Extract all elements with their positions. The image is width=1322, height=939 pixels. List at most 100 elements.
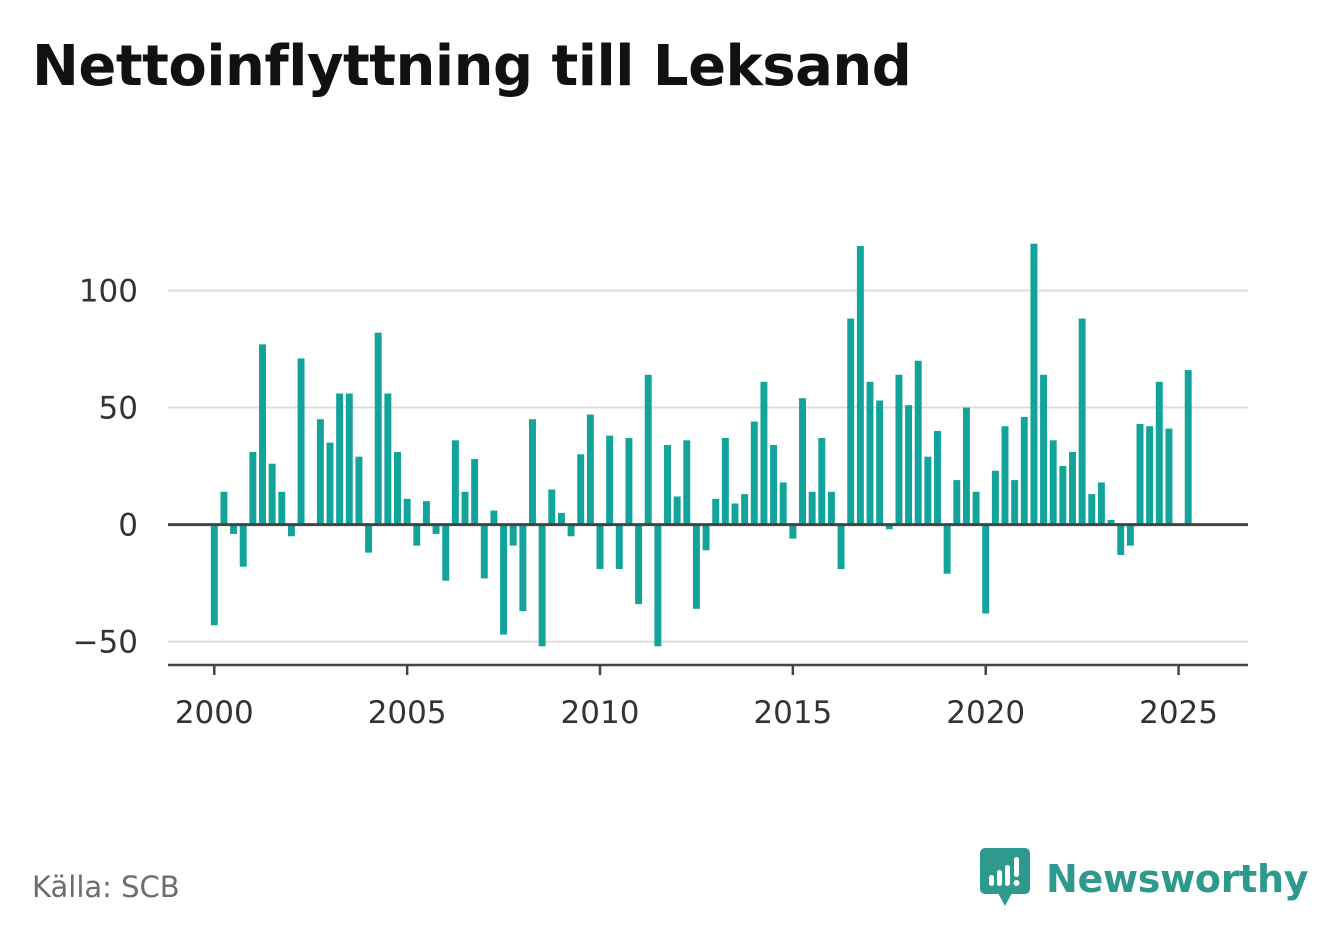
bar-2017-Q4 [895, 374, 903, 525]
y-tick-label: 50 [99, 391, 138, 427]
source-credit: Källa: SCB [32, 870, 180, 904]
bar-2020-Q4 [1011, 480, 1019, 525]
bar-2004-Q4 [394, 452, 401, 525]
bar-2013-Q3 [731, 503, 739, 525]
bar-2024-Q4 [1165, 428, 1173, 525]
bar-2005-Q1 [403, 498, 411, 525]
x-tick-label: 2015 [753, 695, 832, 731]
bar-2001-Q1 [249, 452, 257, 525]
bar-series [210, 243, 1192, 647]
bar-2003-Q2 [336, 393, 344, 525]
bar-2008-Q4 [548, 489, 556, 525]
bar-2006-Q1 [442, 524, 450, 581]
bar-2025-Q2 [1184, 370, 1192, 525]
bar-2001-Q4 [278, 491, 286, 525]
bar-2010-Q3 [615, 524, 623, 570]
bar-2001-Q3 [268, 463, 276, 525]
bar-2013-Q2 [721, 437, 729, 525]
bar-2018-Q1 [905, 405, 913, 525]
page-title: Nettoinflyttning till Leksand [32, 34, 912, 99]
bar-2007-Q4 [509, 524, 517, 546]
bar-2019-Q1 [943, 524, 951, 574]
y-tick-label: −50 [73, 625, 138, 661]
y-axis-ticks: −50 0 50 100 [73, 274, 138, 661]
bar-2004-Q2 [374, 332, 382, 525]
bar-2022-Q3 [1078, 318, 1086, 525]
brand-logo: Newsworthy [980, 848, 1309, 910]
bar-2024-Q1 [1136, 423, 1144, 525]
bar-2024-Q3 [1155, 381, 1163, 525]
bar-2011-Q1 [635, 524, 643, 605]
bar-2015-Q4 [818, 437, 826, 525]
bar-2010-Q2 [606, 435, 614, 525]
bar-2003-Q1 [326, 442, 334, 525]
bar-2010-Q4 [625, 437, 633, 525]
bar-2020-Q2 [991, 470, 999, 525]
bar-2023-Q1 [1097, 482, 1105, 525]
bar-2016-Q1 [827, 491, 835, 525]
bar-2019-Q4 [972, 491, 980, 525]
bar-2008-Q1 [519, 524, 527, 612]
bar-2005-Q4 [432, 524, 440, 534]
bar-2012-Q2 [683, 440, 691, 525]
bar-2011-Q3 [654, 524, 662, 647]
bar-2013-Q1 [712, 498, 720, 525]
bar-2021-Q4 [1049, 440, 1057, 525]
bar-2018-Q2 [914, 360, 922, 525]
bar-2009-Q1 [557, 512, 565, 525]
x-tick-label: 2010 [561, 695, 640, 731]
bar-2019-Q2 [953, 480, 961, 525]
bar-2012-Q3 [692, 524, 700, 609]
bar-2000-Q3 [230, 524, 238, 534]
bar-2015-Q2 [799, 398, 806, 525]
bar-2005-Q3 [422, 501, 430, 525]
x-tick-label: 2005 [368, 695, 447, 731]
bar-2000-Q2 [220, 491, 228, 525]
brand-name: Newsworthy [1046, 857, 1309, 901]
bar-2008-Q2 [529, 419, 536, 525]
bar-2000-Q4 [239, 524, 247, 567]
bar-2009-Q4 [586, 414, 594, 525]
y-tick-label: 100 [79, 274, 138, 310]
bar-2020-Q3 [1001, 426, 1009, 525]
bar-2014-Q3 [770, 444, 778, 525]
bar-2022-Q4 [1088, 494, 1096, 525]
bar-2011-Q2 [644, 374, 652, 525]
bar-2016-Q3 [847, 318, 855, 525]
bar-2000-Q1 [210, 524, 218, 626]
y-tick-label: 0 [118, 508, 138, 544]
bar-2003-Q3 [345, 393, 353, 525]
x-tick-label: 2025 [1139, 695, 1218, 731]
bar-2007-Q1 [480, 524, 488, 579]
bar-2021-Q2 [1030, 243, 1038, 525]
bar-2013-Q4 [741, 494, 749, 525]
bar-2011-Q4 [664, 444, 671, 525]
axes [168, 523, 1248, 667]
bar-2016-Q4 [856, 246, 864, 525]
bar-2014-Q2 [760, 381, 768, 525]
bar-2002-Q1 [287, 524, 295, 537]
bar-2015-Q3 [808, 491, 816, 525]
bar-2020-Q1 [982, 524, 990, 614]
bar-2017-Q2 [876, 400, 884, 525]
bar-2003-Q4 [355, 456, 363, 525]
x-tick-label: 2020 [946, 695, 1025, 731]
x-axis-ticks: 2000 2005 2010 2015 2020 2025 [175, 665, 1218, 731]
bar-2002-Q2 [297, 358, 305, 525]
bar-2001-Q2 [259, 344, 266, 525]
bar-chart-speech-bubble-icon [980, 848, 1030, 906]
bar-2023-Q3 [1117, 524, 1125, 555]
bar-2018-Q4 [934, 430, 941, 525]
bar-2016-Q2 [837, 524, 845, 570]
bar-2007-Q3 [500, 524, 508, 635]
bar-2014-Q4 [779, 482, 787, 525]
bar-2007-Q2 [490, 510, 498, 525]
bar-2010-Q1 [596, 524, 604, 570]
bar-2019-Q3 [962, 407, 970, 525]
bar-2004-Q1 [365, 524, 373, 553]
bar-2023-Q4 [1126, 524, 1134, 546]
bar-2021-Q3 [1040, 374, 1048, 525]
bar-2012-Q4 [702, 524, 710, 551]
bar-2015-Q1 [789, 524, 797, 539]
bar-2002-Q4 [316, 419, 324, 525]
